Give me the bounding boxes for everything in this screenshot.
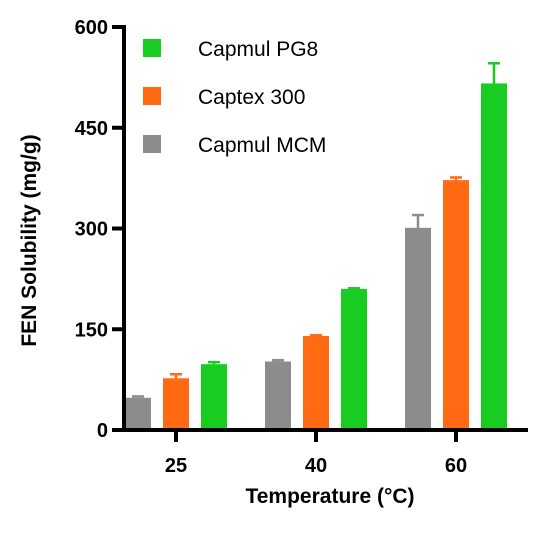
x-tick-label: 25 [165,455,187,477]
y-ticks: 0 150 300 450 600 [75,17,124,442]
bar-captex-300-40 [303,335,329,430]
bar-captex-300-25 [163,378,189,430]
legend-label: Captex 300 [198,86,305,109]
legend: Capmul PG8 Captex 300 Capmul MCM [143,38,326,157]
legend-swatch [143,135,161,153]
x-ticks: 25 40 60 [165,430,467,477]
bar-captex-300-60 [443,180,469,430]
bars-layer [125,83,507,431]
y-tick-label: 600 [75,17,108,39]
bar-capmul-pg8-40 [341,288,367,430]
legend-swatch [143,39,161,57]
x-tick-label: 40 [305,455,327,477]
bar-capmul-mcm-25 [125,397,151,430]
bar-capmul-mcm-40 [265,361,291,430]
bar-capmul-pg8-60 [481,83,507,431]
error-bars-layer [132,62,500,398]
x-axis-title: Temperature (°C) [245,485,414,508]
y-tick-label: 450 [75,118,108,140]
legend-label: Capmul MCM [198,134,326,157]
x-tick-label: 60 [445,455,467,477]
y-axis-title: FEN Solubility (mg/g) [18,134,41,346]
y-tick-label: 0 [97,420,108,442]
y-tick-label: 150 [75,319,108,341]
legend-swatch [143,87,161,105]
bar-capmul-pg8-25 [201,364,227,430]
legend-label: Capmul PG8 [198,38,318,61]
y-tick-label: 300 [75,219,108,241]
bar-capmul-mcm-60 [405,227,431,430]
